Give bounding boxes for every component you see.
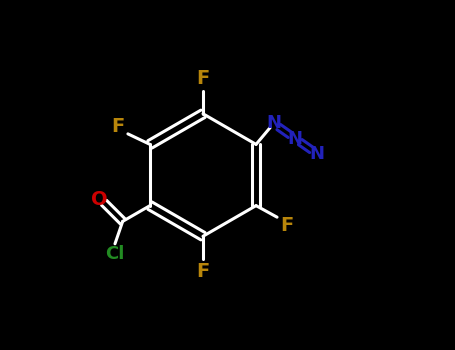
Text: N: N <box>288 130 303 147</box>
Text: F: F <box>197 69 210 88</box>
Text: Cl: Cl <box>105 245 125 263</box>
Text: F: F <box>197 262 210 281</box>
Text: N: N <box>266 114 281 132</box>
Text: O: O <box>91 190 107 209</box>
Text: F: F <box>111 117 124 136</box>
Text: F: F <box>280 216 293 235</box>
Text: N: N <box>309 145 324 162</box>
